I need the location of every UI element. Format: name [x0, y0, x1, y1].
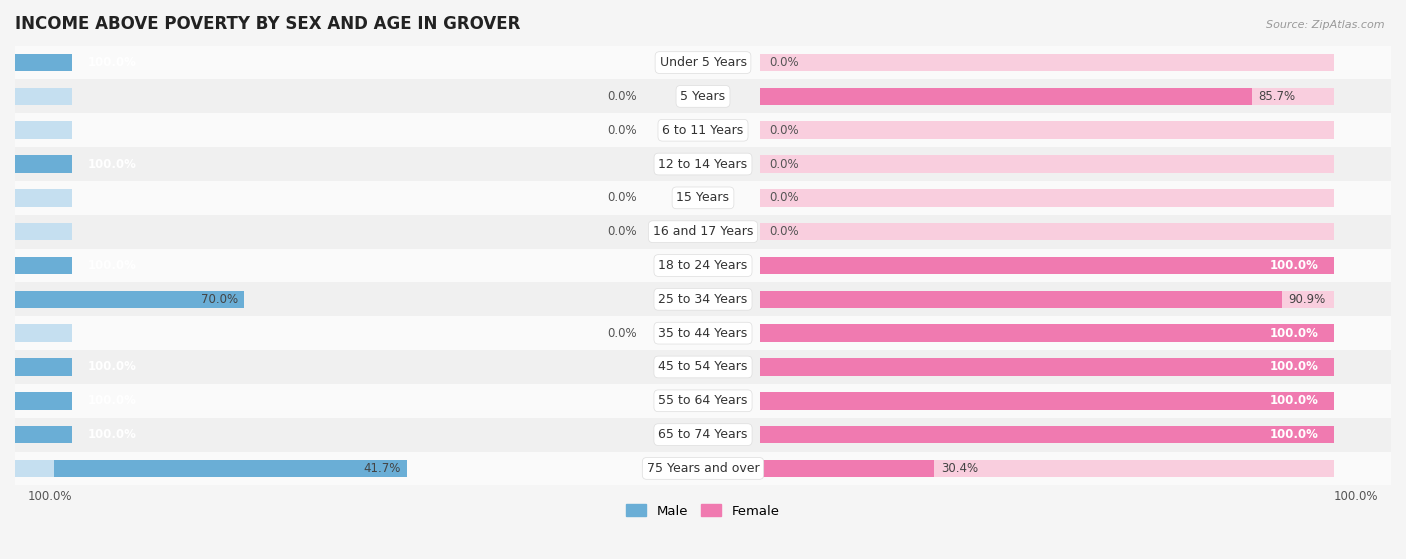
Bar: [15, 79, 1391, 113]
Bar: [15, 282, 1391, 316]
Bar: [759, 358, 1334, 376]
Text: 100.0%: 100.0%: [87, 394, 136, 408]
Bar: [0, 324, 72, 342]
Text: 16 and 17 Years: 16 and 17 Years: [652, 225, 754, 238]
Text: 0.0%: 0.0%: [607, 90, 637, 103]
Text: Source: ZipAtlas.com: Source: ZipAtlas.com: [1267, 20, 1385, 30]
Text: 100.0%: 100.0%: [87, 158, 136, 170]
Bar: [15, 418, 1391, 452]
Bar: [15, 384, 1391, 418]
Bar: [0, 291, 72, 308]
Bar: [15, 181, 1391, 215]
Text: 18 to 24 Years: 18 to 24 Years: [658, 259, 748, 272]
Text: 0.0%: 0.0%: [607, 191, 637, 205]
Text: 100.0%: 100.0%: [1270, 361, 1319, 373]
Bar: [0, 257, 72, 274]
Bar: [15, 316, 1391, 350]
Text: 0.0%: 0.0%: [607, 124, 637, 137]
Bar: [759, 324, 1334, 342]
Text: 6 to 11 Years: 6 to 11 Years: [662, 124, 744, 137]
Bar: [759, 257, 1334, 274]
Bar: [15, 350, 1391, 384]
Legend: Male, Female: Male, Female: [621, 499, 785, 523]
Bar: [0, 392, 72, 410]
Bar: [759, 291, 1282, 308]
Bar: [759, 54, 1334, 72]
Bar: [0, 358, 72, 376]
Text: 75 Years and over: 75 Years and over: [647, 462, 759, 475]
Text: 5 Years: 5 Years: [681, 90, 725, 103]
Text: 0.0%: 0.0%: [769, 56, 799, 69]
Text: 100.0%: 100.0%: [87, 56, 136, 69]
Bar: [0, 121, 72, 139]
Text: 0.0%: 0.0%: [769, 124, 799, 137]
Text: 0.0%: 0.0%: [769, 158, 799, 170]
Bar: [15, 46, 1391, 79]
Text: 45 to 54 Years: 45 to 54 Years: [658, 361, 748, 373]
Text: 100.0%: 100.0%: [28, 490, 72, 504]
Bar: [0, 358, 72, 376]
Bar: [0, 223, 72, 240]
Bar: [759, 358, 1334, 376]
Bar: [759, 155, 1334, 173]
Bar: [0, 155, 72, 173]
Text: 100.0%: 100.0%: [1270, 394, 1319, 408]
Text: 30.4%: 30.4%: [941, 462, 977, 475]
Text: 0.0%: 0.0%: [769, 225, 799, 238]
Bar: [759, 459, 1334, 477]
Bar: [759, 426, 1334, 443]
Bar: [0, 88, 72, 105]
Bar: [0, 54, 72, 72]
Text: 55 to 64 Years: 55 to 64 Years: [658, 394, 748, 408]
Text: INCOME ABOVE POVERTY BY SEX AND AGE IN GROVER: INCOME ABOVE POVERTY BY SEX AND AGE IN G…: [15, 15, 520, 33]
Bar: [759, 223, 1334, 240]
Bar: [0, 189, 72, 207]
Text: 100.0%: 100.0%: [87, 361, 136, 373]
Bar: [15, 147, 1391, 181]
Bar: [0, 392, 72, 410]
Bar: [759, 426, 1334, 443]
Text: 0.0%: 0.0%: [769, 191, 799, 205]
Text: 100.0%: 100.0%: [1270, 428, 1319, 441]
Bar: [0, 257, 72, 274]
Bar: [15, 452, 1391, 485]
Bar: [759, 121, 1334, 139]
Text: 100.0%: 100.0%: [1270, 259, 1319, 272]
Text: 0.0%: 0.0%: [607, 326, 637, 340]
Text: 70.0%: 70.0%: [201, 293, 238, 306]
Text: 100.0%: 100.0%: [87, 259, 136, 272]
Bar: [15, 215, 1391, 249]
Text: 12 to 14 Years: 12 to 14 Years: [658, 158, 748, 170]
Bar: [15, 113, 1391, 147]
Text: 0.0%: 0.0%: [607, 225, 637, 238]
Bar: [759, 392, 1334, 410]
Bar: [759, 459, 935, 477]
Text: 90.9%: 90.9%: [1288, 293, 1326, 306]
Bar: [0, 54, 72, 72]
Bar: [759, 324, 1334, 342]
Text: 25 to 34 Years: 25 to 34 Years: [658, 293, 748, 306]
Bar: [759, 88, 1253, 105]
Bar: [53, 459, 406, 477]
Text: 100.0%: 100.0%: [1334, 490, 1378, 504]
Text: Under 5 Years: Under 5 Years: [659, 56, 747, 69]
Bar: [759, 257, 1334, 274]
Bar: [759, 291, 1334, 308]
Bar: [759, 88, 1334, 105]
Bar: [0, 291, 245, 308]
Text: 85.7%: 85.7%: [1258, 90, 1295, 103]
Bar: [0, 459, 72, 477]
Text: 35 to 44 Years: 35 to 44 Years: [658, 326, 748, 340]
Bar: [759, 392, 1334, 410]
Bar: [15, 249, 1391, 282]
Text: 15 Years: 15 Years: [676, 191, 730, 205]
Bar: [759, 189, 1334, 207]
Bar: [0, 426, 72, 443]
Text: 65 to 74 Years: 65 to 74 Years: [658, 428, 748, 441]
Text: 100.0%: 100.0%: [1270, 326, 1319, 340]
Bar: [0, 155, 72, 173]
Text: 41.7%: 41.7%: [363, 462, 401, 475]
Text: 100.0%: 100.0%: [87, 428, 136, 441]
Bar: [0, 426, 72, 443]
